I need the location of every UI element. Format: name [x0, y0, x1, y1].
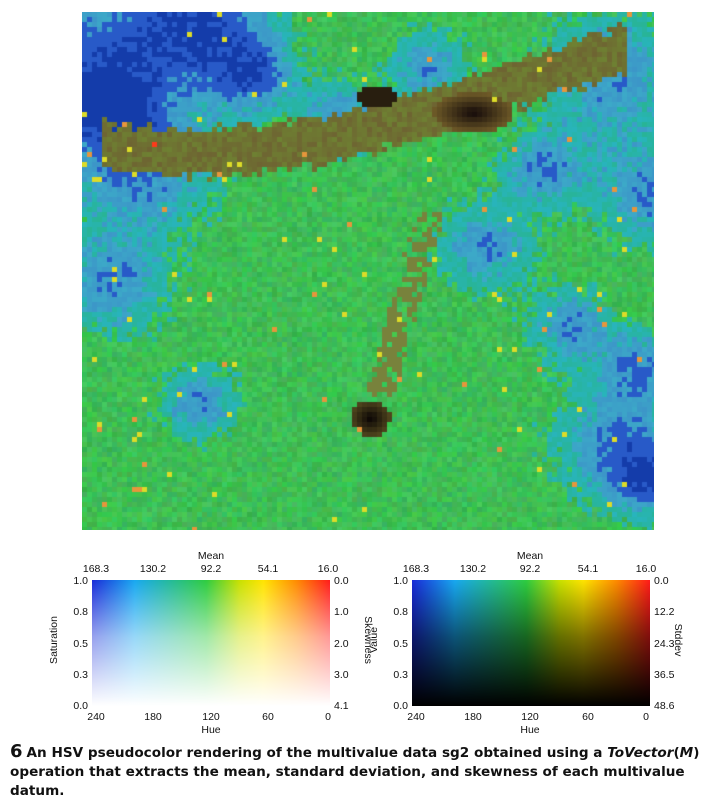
legend-right-tick: 4.1: [334, 700, 349, 712]
legend-left-tick: 0.3: [393, 669, 408, 681]
legend-bottom-title: Hue: [520, 724, 540, 736]
legend-right-tick: 0.0: [334, 575, 349, 587]
caption-emphasis-m: M: [679, 745, 694, 761]
legend-left-tick: 0.0: [73, 700, 88, 712]
legend-top-tick: 16.0: [635, 563, 657, 575]
hsv-pseudocolor-map: [82, 12, 654, 530]
hue-value-gradient: [412, 580, 650, 706]
legend-hue-saturation: Mean 168.3 130.2 92.2 54.1 16.0 1.0 0.8 …: [46, 548, 374, 736]
legend-left-tick: 0.8: [393, 606, 408, 618]
legend-hue-value: Mean 168.3 130.2 92.2 54.1 16.0 1.0 0.8 …: [368, 548, 684, 736]
legend-right-tick: 36.5: [654, 669, 675, 681]
legend-right-axis-title: Stddev: [672, 623, 684, 657]
figure-caption: 6 An HSV pseudocolor rendering of the mul…: [10, 742, 710, 801]
legend-right-tick: 12.2: [654, 606, 675, 618]
legend-bottom-tick: 60: [582, 711, 594, 723]
legend-bottom-title: Hue: [201, 724, 221, 736]
legend-left-tick: 0.5: [73, 638, 88, 650]
legend-bottom-tick: 240: [407, 711, 425, 723]
legend-bottom-tick: 120: [202, 711, 220, 723]
legend-bottom-tick: 120: [521, 711, 539, 723]
legend-right-tick: 0.0: [654, 575, 669, 587]
legend-top-tick: 54.1: [257, 563, 279, 575]
legend-left-axis-title: Saturation: [48, 616, 60, 664]
legend-top-title: Mean: [516, 550, 544, 562]
legend-bottom-tick: 0: [643, 711, 649, 723]
legend-top-tick: 130.2: [139, 563, 167, 575]
legend-left-tick: 0.5: [393, 638, 408, 650]
caption-paren: (: [673, 745, 680, 761]
legend-bottom-tick: 240: [87, 711, 105, 723]
legend-top-tick: 168.3: [402, 563, 430, 575]
legend-top-tick: 130.2: [459, 563, 487, 575]
legend-bottom-tick: 180: [464, 711, 482, 723]
legend-left-tick: 0.0: [393, 700, 408, 712]
legend-bottom-tick: 180: [144, 711, 162, 723]
legend-left-tick: 1.0: [393, 575, 408, 587]
legend-top-tick: 168.3: [82, 563, 110, 575]
legend-right-tick: 24.3: [654, 638, 675, 650]
legend-left-tick: 1.0: [73, 575, 88, 587]
legend-right-tick: 1.0: [334, 606, 349, 618]
figure-number: 6: [10, 741, 23, 762]
legend-right-tick: 48.6: [654, 700, 675, 712]
legend-bottom-tick: 0: [325, 711, 331, 723]
legend-top-tick: 16.0: [317, 563, 339, 575]
caption-emphasis: ToVector: [607, 745, 674, 761]
legend-top-tick: 54.1: [577, 563, 599, 575]
legend-top-tick: 92.2: [519, 563, 541, 575]
legend-left-axis-title: Value: [368, 626, 380, 654]
legend-left-tick: 0.8: [73, 606, 88, 618]
legend-left-tick: 0.3: [73, 669, 88, 681]
hue-saturation-gradient: [92, 580, 330, 706]
legend-top-title: Mean: [197, 550, 225, 562]
legend-right-tick: 2.0: [334, 638, 349, 650]
caption-text: An HSV pseudocolor rendering of the mult…: [26, 745, 608, 761]
legend-right-tick: 3.0: [334, 669, 349, 681]
legend-top-tick: 92.2: [200, 563, 222, 575]
legend-bottom-tick: 60: [262, 711, 274, 723]
